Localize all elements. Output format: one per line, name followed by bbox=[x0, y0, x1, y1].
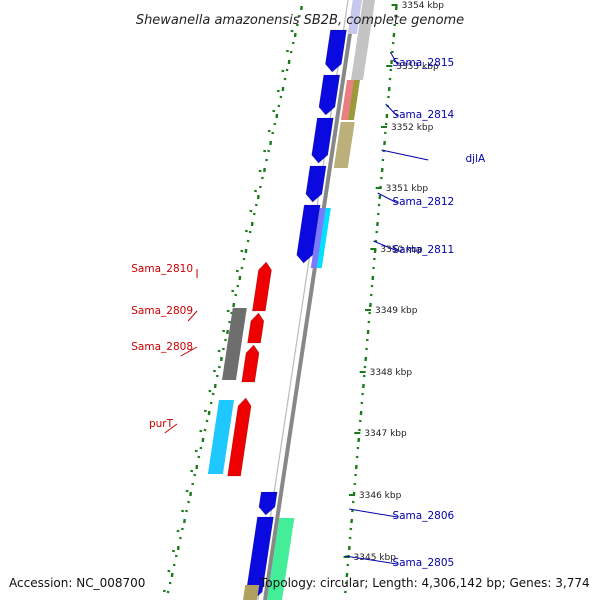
forward-label-line bbox=[349, 508, 398, 518]
reverse-gene-label: purT bbox=[149, 418, 174, 430]
reverse-label-line bbox=[187, 310, 198, 322]
cog-strip-cyan bbox=[316, 208, 331, 268]
reverse-cds bbox=[241, 344, 260, 383]
kbp-tick-label: 3352 kbp bbox=[391, 123, 434, 133]
forward-label-line bbox=[385, 103, 398, 117]
forward-label-line bbox=[389, 51, 398, 65]
accession-text: Accession: NC_008700 bbox=[9, 576, 146, 590]
reverse-cds bbox=[247, 312, 265, 344]
reverse-gene-label: Sama_2809 bbox=[131, 305, 193, 317]
kbp-tick-label: 3350 kbp bbox=[380, 245, 423, 255]
forward-cds bbox=[296, 204, 321, 264]
map-title: Shewanella amazonensis SB2B, complete ge… bbox=[136, 13, 464, 28]
cog-strip-darkgrey bbox=[222, 308, 247, 380]
genome-backbone bbox=[257, 0, 357, 600]
cog-strip-lavender bbox=[347, 0, 362, 34]
forward-gene-label: Sama_2812 bbox=[392, 196, 454, 208]
reverse-label-line bbox=[180, 346, 198, 357]
forward-label-line bbox=[344, 555, 398, 565]
cog-strip-grey bbox=[351, 0, 375, 80]
forward-cds bbox=[325, 29, 347, 73]
forward-cds bbox=[305, 165, 327, 203]
forward-gene-label: Sama_2811 bbox=[392, 244, 454, 256]
cog-strip-lightblue bbox=[310, 208, 326, 268]
forward-cds bbox=[311, 117, 334, 164]
forward-label-line bbox=[381, 149, 429, 161]
cog-strip-mint bbox=[267, 518, 295, 600]
forward-cds bbox=[245, 516, 274, 600]
cog-strip-tan bbox=[243, 585, 260, 600]
kbp-tick-label: 3354 kbp bbox=[402, 1, 445, 11]
forward-cds bbox=[318, 74, 341, 116]
kbp-tick-label: 3353 kbp bbox=[396, 62, 439, 72]
backbone-line bbox=[263, 0, 357, 600]
kbp-tick-label: 3351 kbp bbox=[386, 184, 429, 194]
kbp-tick-label: 3348 kbp bbox=[370, 368, 413, 378]
gene-labels: Sama_2815 Sama_2814 djlA Sama_2812 Sama_2811… bbox=[131, 51, 486, 569]
cog-strip-skyblue bbox=[207, 400, 234, 474]
cog-strip-pink bbox=[341, 80, 355, 120]
forward-label-line bbox=[377, 192, 398, 204]
kbp-tick-label: 3347 kbp bbox=[364, 429, 407, 439]
reverse-gene-label: Sama_2810 bbox=[131, 263, 193, 275]
cog-strip-olive bbox=[348, 80, 360, 120]
reverse-gene-label: Sama_2808 bbox=[131, 341, 193, 353]
forward-label-line bbox=[373, 240, 398, 252]
cds-features bbox=[207, 0, 375, 600]
forward-gene-label: djlA bbox=[466, 153, 486, 165]
kbp-tick-label: 3349 kbp bbox=[375, 306, 418, 316]
cog-strip-khaki bbox=[333, 122, 355, 168]
reverse-cds bbox=[227, 397, 252, 477]
forward-gene-label: Sama_2814 bbox=[392, 109, 454, 121]
forward-gene-label: Sama_2815 bbox=[392, 57, 454, 69]
gc-dot-tracks bbox=[162, 5, 398, 594]
forward-gene-label: Sama_2806 bbox=[392, 510, 454, 522]
kbp-tick-label: 3345 kbp bbox=[354, 553, 397, 563]
reverse-label-line bbox=[164, 423, 178, 434]
kbp-tick-label: 3346 kbp bbox=[359, 491, 402, 501]
reverse-cds bbox=[252, 261, 272, 312]
forward-cds bbox=[258, 491, 278, 516]
topology-text: Topology: circular; Length: 4,306,142 bp… bbox=[260, 576, 590, 590]
kbp-ticks: 3354 kbp 3353 kbp 3352 kbp 3351 kbp 3350 kbp… bbox=[343, 1, 445, 563]
forward-gene-label: Sama_2805 bbox=[392, 557, 454, 569]
